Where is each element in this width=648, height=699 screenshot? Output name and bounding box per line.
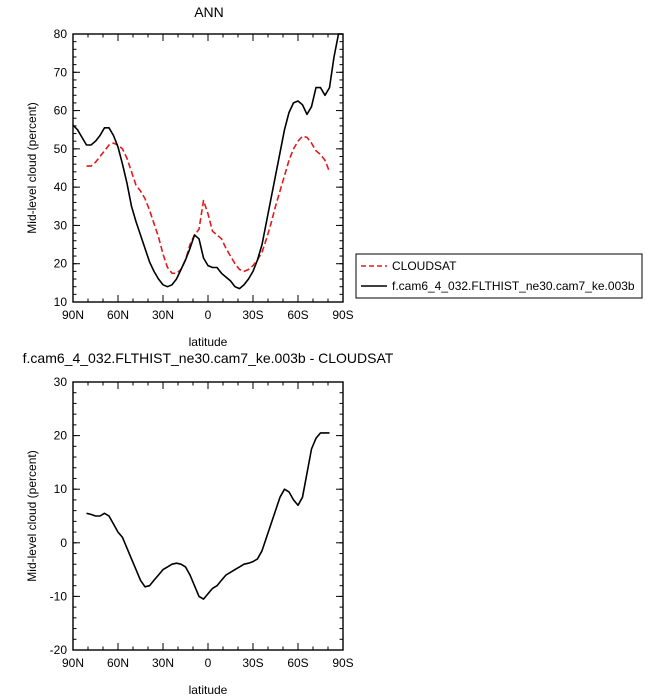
- top-x-tick-label: 60S: [287, 308, 308, 322]
- bottom-y-tick-label: 30: [54, 375, 68, 389]
- top-series-line-0: [86, 135, 331, 275]
- bottom-plot-area: [86, 432, 330, 600]
- bottom-axes-frame: [72, 381, 344, 651]
- bottom-x-tick-label: 90S: [332, 656, 353, 670]
- bottom-x-tick-label: 0: [205, 656, 212, 670]
- bottom-x-tick-label: 30S: [242, 656, 263, 670]
- top-x-tick-label: 30N: [152, 308, 174, 322]
- bottom-y-tick-label: -10: [50, 589, 68, 603]
- top-axes: 90N 60N 30N 0 30S 60S 90S 10 20 30 40 50 60 70 80: [54, 27, 354, 322]
- bottom-series-line-0: [86, 432, 330, 600]
- top-x-axis-label: latitude: [189, 335, 228, 349]
- legend-label-model: f.cam6_4_032.FLTHIST_ne30.cam7_ke.003b: [392, 279, 635, 293]
- top-plot-area: [72, 33, 343, 290]
- bottom-axes: 90N 60N 30N 0 30S 60S 90S -20 -10 0 10 20 30: [50, 375, 354, 670]
- bottom-y-tick-label: 10: [54, 482, 68, 496]
- bottom-y-axis-label: Mid-level cloud (percent): [25, 450, 39, 581]
- top-y-tick-label: 10: [54, 295, 68, 309]
- top-x-tick-label: 90N: [62, 308, 84, 322]
- top-y-tick-label: 80: [54, 27, 68, 41]
- top-y-tick-label: 30: [54, 218, 68, 232]
- bottom-x-tick-label: 60S: [287, 656, 308, 670]
- top-y-tick-label: 60: [54, 104, 68, 118]
- legend-label-cloudsat: CLOUDSAT: [392, 259, 457, 273]
- top-x-tick-label: 90S: [332, 308, 353, 322]
- top-axes-frame: [72, 33, 344, 303]
- top-y-axis-label: Mid-level cloud (percent): [25, 102, 39, 233]
- top-chart-title: ANN: [194, 4, 224, 20]
- bottom-x-tick-label: 60N: [107, 656, 129, 670]
- top-series-line-1: [72, 33, 343, 290]
- top-x-tick-label: 30S: [242, 308, 263, 322]
- bottom-chart-title: f.cam6_4_032.FLTHIST_ne30.cam7_ke.003b -…: [23, 350, 394, 366]
- bottom-x-tick-label: 90N: [62, 656, 84, 670]
- top-y-tick-label: 20: [54, 257, 68, 271]
- bottom-y-tick-label: 0: [60, 536, 67, 550]
- bottom-x-axis-label: latitude: [189, 683, 228, 697]
- top-y-tick-label: 70: [54, 65, 68, 79]
- top-x-tick-label: 0: [205, 308, 212, 322]
- top-y-tick-label: 40: [54, 180, 68, 194]
- top-panel: ANN 90N 60N 30N 0 30S 60S 90S1020304050607080 …: [25, 4, 643, 349]
- bottom-y-tick-label: -20: [50, 643, 68, 657]
- legend: CLOUDSAT f.cam6_4_032.FLTHIST_ne30.cam7_…: [355, 253, 643, 299]
- top-x-tick-label: 60N: [107, 308, 129, 322]
- legend-box: [355, 253, 643, 299]
- bottom-y-tick-label: 20: [54, 429, 68, 443]
- bottom-panel: f.cam6_4_032.FLTHIST_ne30.cam7_ke.003b -…: [23, 350, 394, 697]
- bottom-x-tick-label: 30N: [152, 656, 174, 670]
- top-y-tick-label: 50: [54, 142, 68, 156]
